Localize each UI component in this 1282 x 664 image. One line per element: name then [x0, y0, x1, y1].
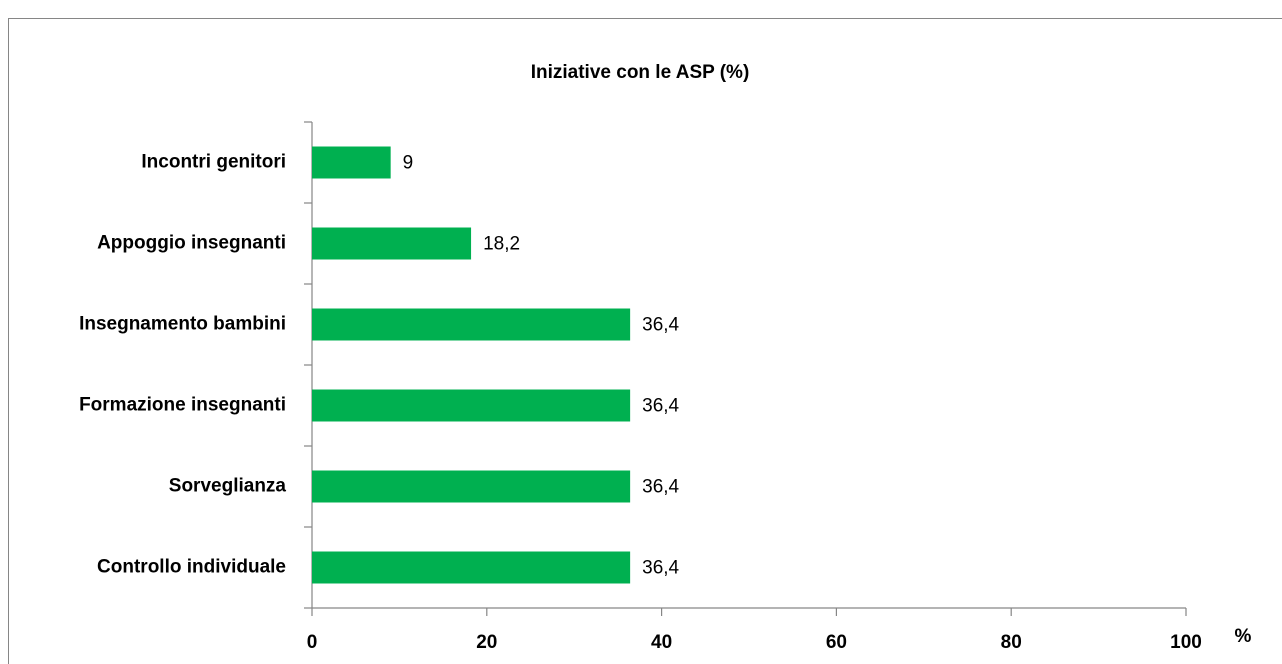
y-tick-label: Appoggio insegnanti	[97, 233, 286, 254]
chart-title: Iniziative con le ASP (%)	[531, 62, 750, 83]
bar	[312, 308, 631, 341]
y-tick-label: Incontri genitori	[141, 152, 286, 173]
bar	[312, 227, 472, 260]
x-tick-label: 80	[1001, 632, 1022, 653]
x-tick-label: 0	[307, 632, 318, 653]
bar	[312, 470, 631, 503]
value-label: 9	[403, 153, 414, 174]
x-tick-label: 20	[476, 632, 497, 653]
bar	[312, 389, 631, 422]
bar	[312, 146, 391, 179]
y-tick-label: Controllo individuale	[97, 557, 286, 578]
x-tick-label: 40	[651, 632, 672, 653]
value-label: 36,4	[642, 558, 679, 579]
x-tick-label: 60	[826, 632, 847, 653]
y-tick-label: Formazione insegnanti	[79, 395, 286, 416]
x-tick-label: 100	[1170, 632, 1202, 653]
value-label: 36,4	[642, 315, 679, 336]
value-label: 18,2	[483, 234, 520, 255]
y-tick-label: Sorveglianza	[169, 476, 287, 497]
chart-border	[8, 18, 1282, 664]
bar	[312, 551, 631, 584]
y-tick-label: Insegnamento bambini	[79, 314, 286, 335]
value-label: 36,4	[642, 396, 679, 417]
x-axis-label: %	[1235, 626, 1252, 647]
value-label: 36,4	[642, 477, 679, 498]
